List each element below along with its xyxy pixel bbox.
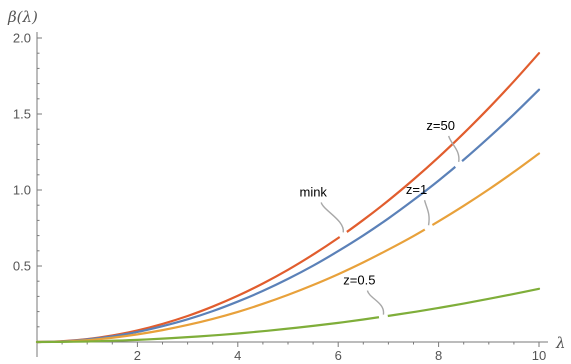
y-tick-label: 1.5 <box>13 107 31 122</box>
annotation-label-z-1: z=1 <box>406 182 427 197</box>
annotation-leader <box>366 290 385 315</box>
annotation-gap <box>424 222 434 232</box>
x-tick-label: 4 <box>234 348 241 363</box>
annotation-leader <box>423 200 430 226</box>
series-layer <box>35 52 541 344</box>
y-tick-label: 1.0 <box>13 183 31 198</box>
x-tick-label: 8 <box>435 348 442 363</box>
y-tick-label: 2.0 <box>13 31 31 46</box>
annotation-leader <box>320 202 344 233</box>
annotation-label-z-50: z=50 <box>426 118 455 133</box>
annotation-gap <box>338 229 348 239</box>
y-tick-label: 0.5 <box>13 259 31 274</box>
annotation-label-z-0-5: z=0.5 <box>343 273 375 288</box>
annotation-layer: mink z=50 z=1 z=0.5 <box>299 118 464 322</box>
x-tick-label: 6 <box>335 348 342 363</box>
annotation-gap <box>454 159 464 169</box>
annotation-leader <box>448 135 460 163</box>
series-line-z-1 <box>35 152 541 344</box>
annotation-gap <box>378 312 388 322</box>
x-tick-label: 10 <box>532 348 546 363</box>
x-tick-label: 2 <box>134 348 141 363</box>
series-line-mink <box>35 52 541 344</box>
y-axis-title: β(λ) <box>7 8 38 26</box>
axes: 2 4 6 8 10 0.5 1.0 1.5 2.0 <box>13 31 548 363</box>
series-line-z-0-5 <box>35 287 541 344</box>
x-axis-title: λ <box>555 334 566 352</box>
annotation-label-mink: mink <box>299 184 327 199</box>
